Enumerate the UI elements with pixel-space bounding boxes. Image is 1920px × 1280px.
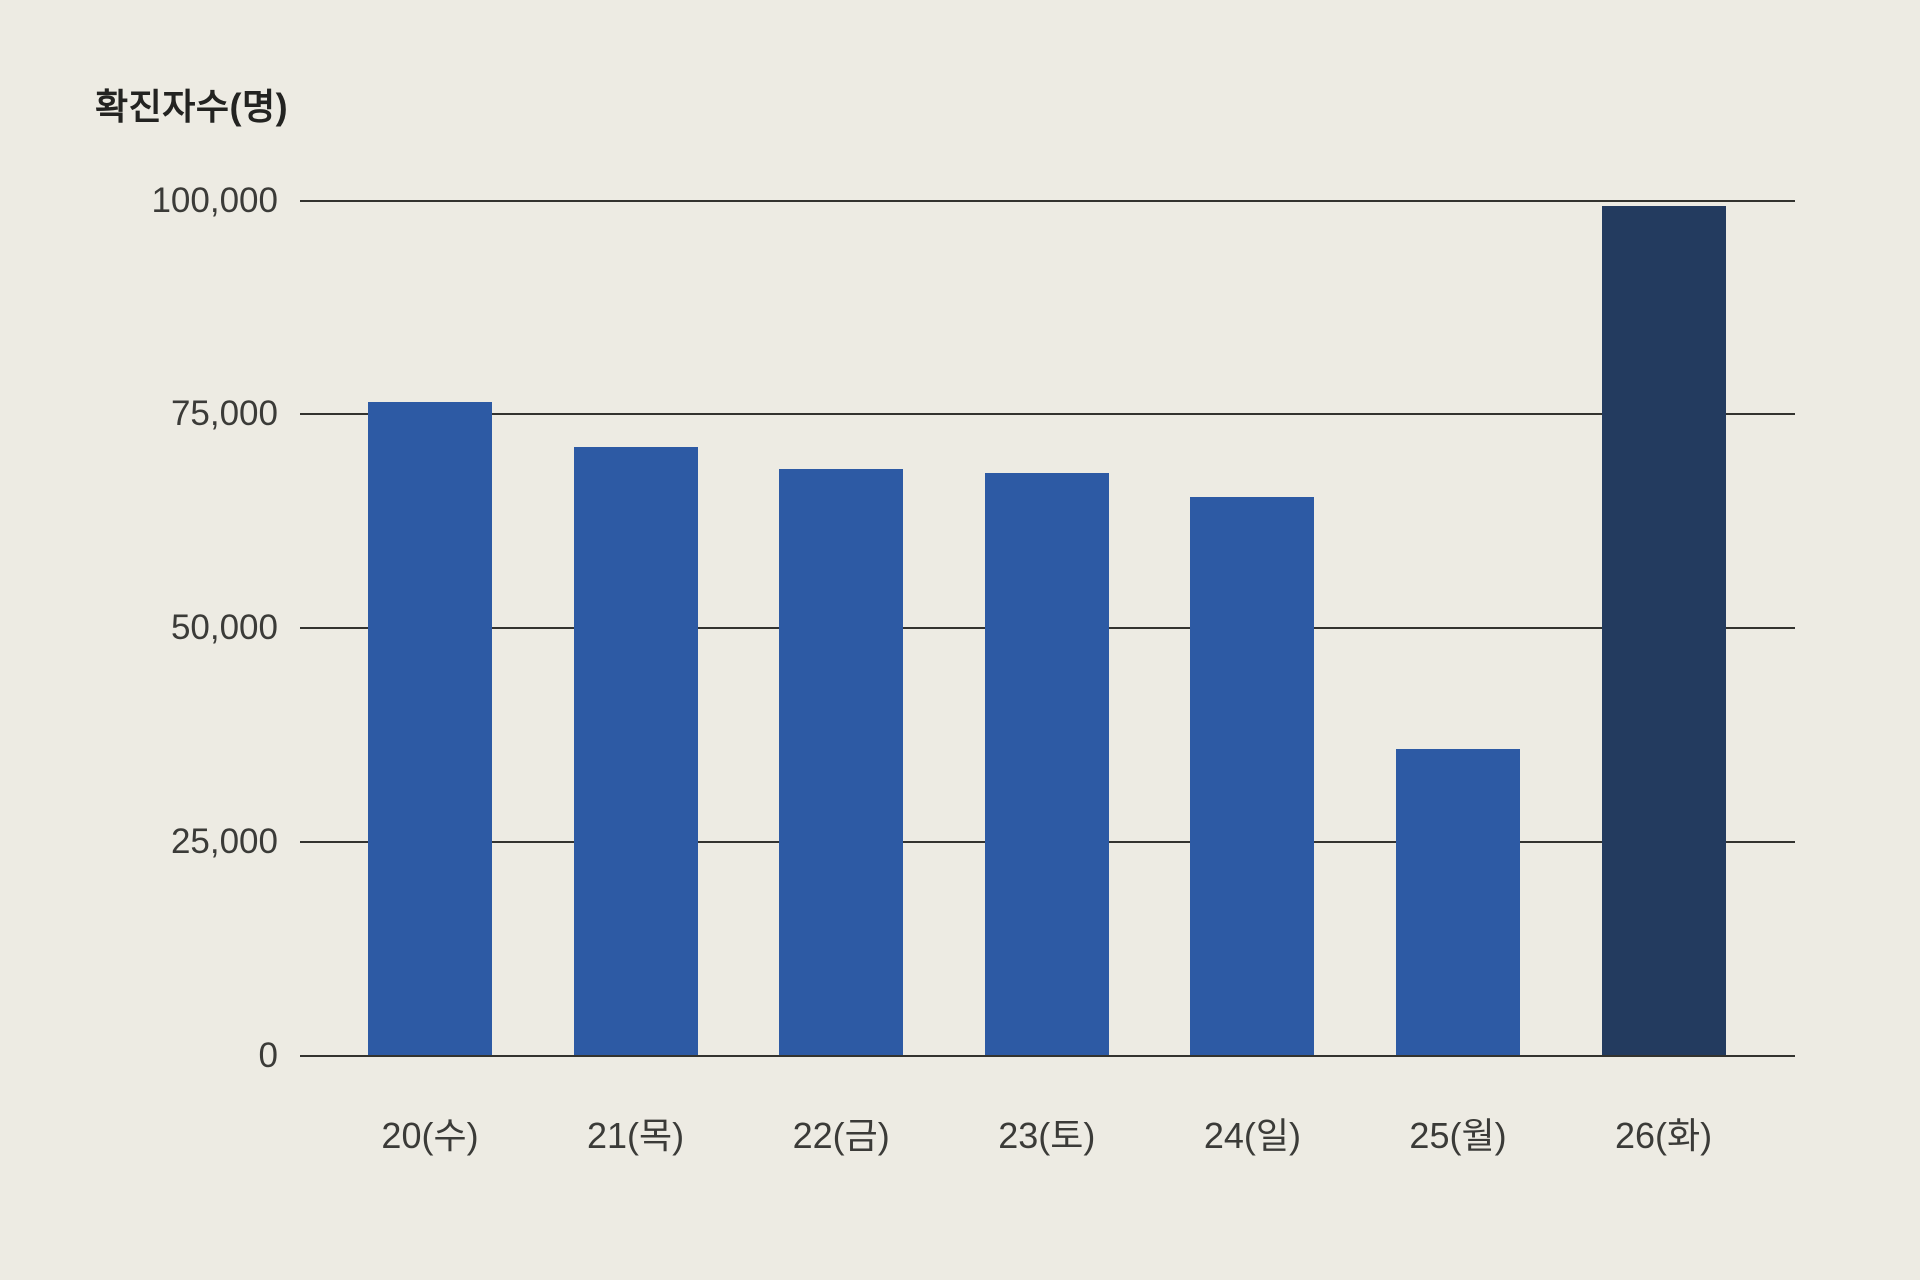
- x-tick-label: 24(일): [1203, 1115, 1301, 1156]
- bar-25(월): [1396, 748, 1520, 1056]
- x-tick-label: 20(수): [381, 1115, 479, 1156]
- x-axis-line: [300, 1055, 1795, 1057]
- bar-23(토): [984, 473, 1109, 1056]
- gridline: [300, 199, 1795, 202]
- y-tick-label: 50,000: [170, 608, 278, 648]
- x-tick-label: 22(금): [792, 1115, 890, 1156]
- y-tick-label: 75,000: [170, 394, 278, 434]
- x-tick-label: 23(토): [998, 1115, 1096, 1156]
- bar-21(목): [573, 446, 698, 1056]
- chart-title: 확진자수(명): [95, 86, 289, 127]
- bar-22(금): [779, 469, 904, 1056]
- x-tick-label: 25(월): [1409, 1115, 1507, 1156]
- x-tick-label: 21(목): [587, 1115, 685, 1156]
- y-tick-label: 0: [258, 1036, 278, 1075]
- gridline: [300, 413, 1795, 416]
- bar-20(수): [368, 402, 492, 1056]
- x-tick-label: 26(화): [1615, 1115, 1713, 1156]
- y-tick-label: 25,000: [170, 822, 278, 862]
- y-tick-label: 100,000: [151, 180, 278, 220]
- bar-24(일): [1190, 496, 1315, 1056]
- bar-26(화): [1601, 206, 1726, 1056]
